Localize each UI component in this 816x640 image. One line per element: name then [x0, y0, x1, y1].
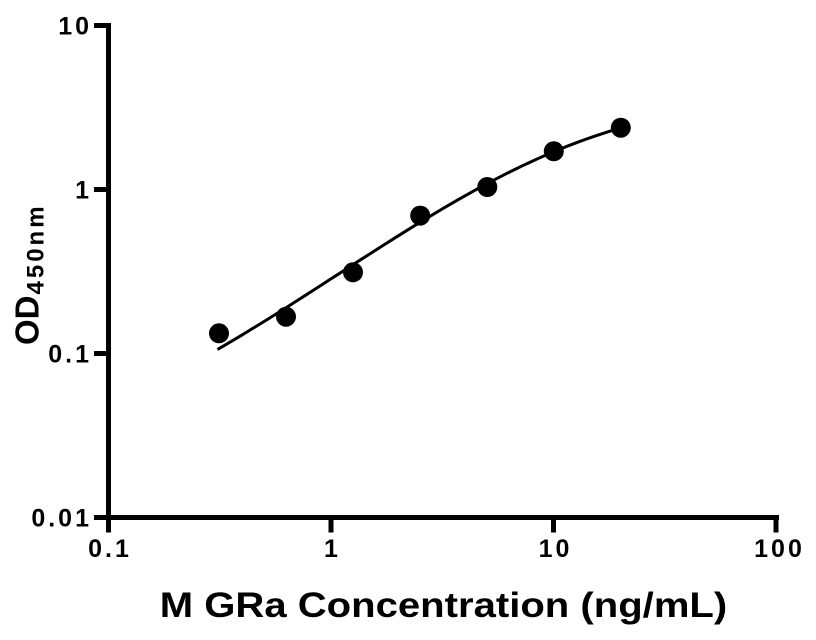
svg-text:10: 10	[539, 535, 573, 563]
svg-text:0.01: 0.01	[31, 505, 92, 533]
svg-text:100: 100	[754, 535, 805, 563]
svg-text:1: 1	[324, 535, 341, 563]
svg-text:10: 10	[58, 13, 92, 41]
svg-text:1: 1	[75, 177, 92, 205]
svg-text:0.1: 0.1	[48, 341, 92, 369]
svg-text:0.1: 0.1	[88, 535, 132, 563]
svg-text:M GRa Concentration (ng/mL): M GRa Concentration (ng/mL)	[160, 585, 728, 624]
